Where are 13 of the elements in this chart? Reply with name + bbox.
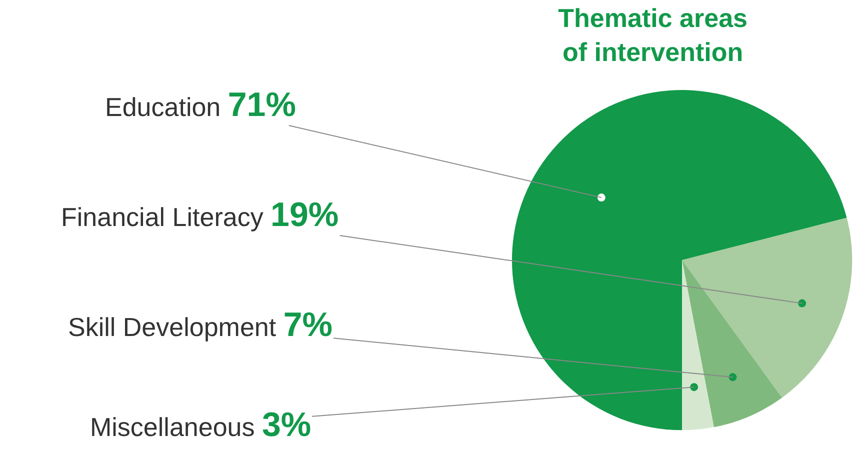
slice-label: Education	[105, 92, 221, 122]
pie-slice	[682, 260, 714, 430]
data-label: 7%	[283, 306, 332, 344]
pie-slice	[682, 218, 852, 398]
slice-label: Skill Development	[68, 312, 276, 342]
data-label: 71%	[228, 86, 296, 124]
slice-label: Miscellaneous	[90, 412, 255, 442]
pie-slice	[512, 90, 847, 430]
pie-slice	[682, 260, 782, 428]
chart-title: Thematic areas of intervention	[558, 3, 748, 67]
slice-label: Financial Literacy	[61, 202, 264, 232]
data-label: 19%	[270, 196, 339, 234]
data-label: 3%	[262, 406, 312, 444]
